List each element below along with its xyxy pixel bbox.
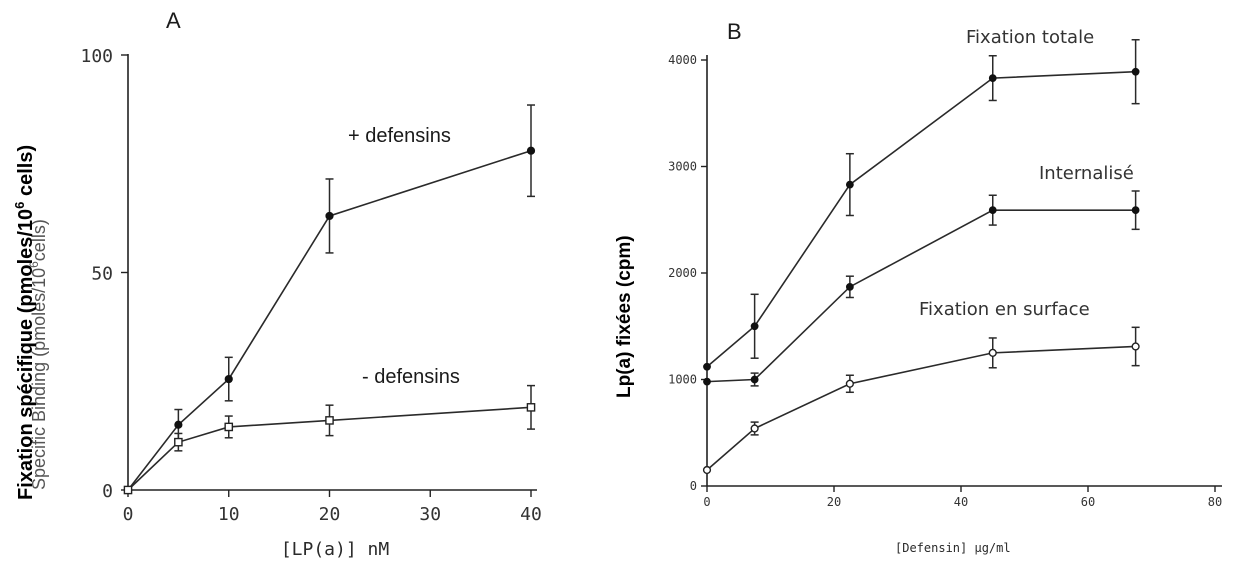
panel-b-series [702,39,1140,475]
b-ytick-label: 3000 [668,160,697,174]
b-series-1-point [750,322,759,331]
a-xtick-label: 10 [218,504,240,525]
b-ytick-label: 0 [690,479,697,493]
a-series-2-point [174,437,183,447]
panel-a-ticks: 0 10 20 30 40 0 50 100 [80,46,541,525]
a-series-2-point [224,422,234,432]
a-series-1-point [224,374,233,384]
b-series-1-point [1131,67,1140,76]
b-series-2-point [750,375,759,384]
a-series-2-point [526,403,536,412]
panel-b-xlabel: [Defensin] µg/ml [895,541,1011,555]
panel-b-series3-label: Fixation en surface [919,299,1090,320]
b-series-3-point [750,424,759,433]
a-xtick-label: 30 [419,504,441,525]
b-series-2-line [706,209,1136,383]
panel-b-ticks: 0 20 40 60 80 0 1000 2000 3000 4000 [668,53,1222,509]
a-series-2-point [123,485,133,495]
panel-a-series [123,104,536,495]
panel-b-series1-label: Fixation totale [966,27,1094,48]
panel-b-ylabel: Lp(a) fixées (cpm) [614,235,635,398]
b-series-3-line [706,345,1136,471]
b-ytick-label: 2000 [668,266,697,280]
b-series-3-point [702,465,712,475]
a-xtick-label: 0 [123,504,134,525]
b-series-2-point [703,377,711,386]
a-ytick-label: 0 [102,481,113,502]
panel-b-series2-label: Internalisé [1039,163,1134,184]
panel-a-ylabel: Fixation spécifique (pmoles/106 cells) [12,145,37,500]
a-xtick-label: 40 [520,504,542,525]
b-series-3-point [845,379,854,388]
panel-a-axes: 0 10 20 30 40 0 50 100 [80,46,541,525]
a-xtick-label: 20 [319,504,341,525]
b-series-3-point [988,348,997,357]
b-series-1-point [703,362,711,371]
b-xtick-label: 20 [827,495,841,509]
a-series-1-point [526,146,536,155]
panel-a-letter: A [166,8,181,33]
b-series-2-point [845,282,854,291]
a-ytick-label: 50 [91,264,113,285]
b-xtick-label: 60 [1081,495,1095,509]
b-series-3-point [1131,342,1140,351]
b-xtick-label: 40 [954,495,968,509]
panel-b-axes: 0 20 40 60 80 0 1000 2000 3000 4000 [668,53,1222,509]
a-series-1-point [174,420,183,429]
b-series-2-point [988,206,997,215]
b-xtick-label: 0 [703,495,710,509]
panel-a-xlabel: [LP(a)] nM [281,539,390,560]
b-series-2-point [1131,206,1140,215]
b-series-1-point [988,74,997,83]
b-ytick-label: 4000 [668,53,697,67]
panel-a-series1-label: + defensins [348,125,451,147]
b-ytick-label: 1000 [668,373,697,387]
a-series-2-point [325,416,334,425]
b-xtick-label: 80 [1208,495,1222,509]
panel-a-ylabel-original: Specific Binding (pmoles/106cells) [27,219,49,490]
b-series-1-line [706,70,1136,368]
b-series-1-point [845,180,854,189]
a-ytick-label: 100 [80,46,113,67]
panel-b-letter: B [727,19,742,44]
a-series-1-point [325,211,334,221]
panel-a-series2-label: - defensins [362,366,460,388]
